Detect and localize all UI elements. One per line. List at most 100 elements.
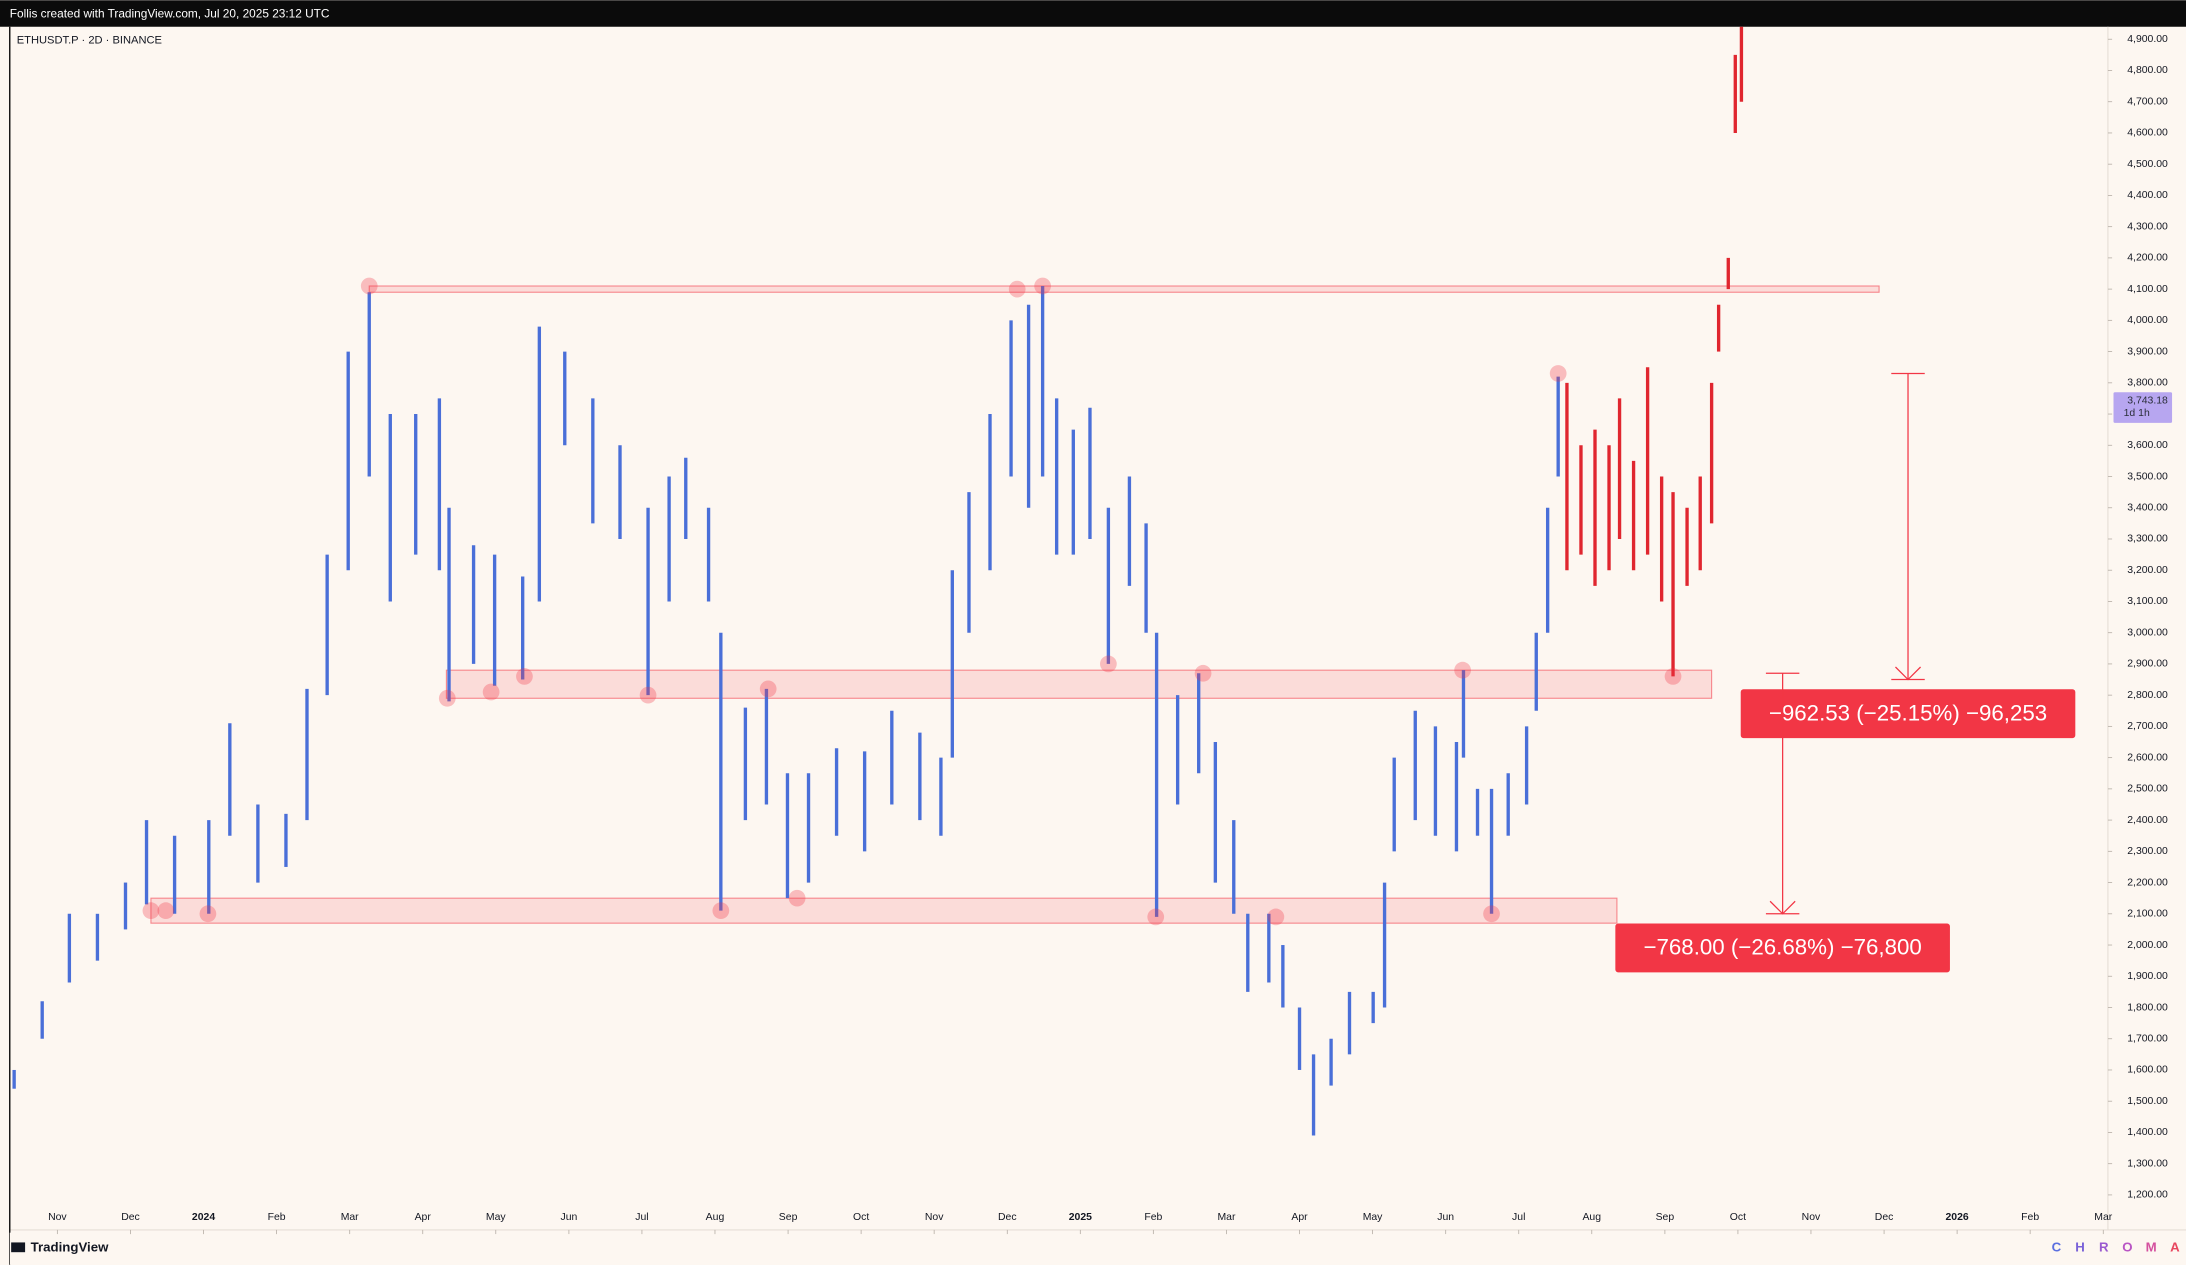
touch-point bbox=[712, 902, 730, 920]
x-tick-label: Nov bbox=[1802, 1212, 1821, 1223]
countdown-label: 1d 1h bbox=[2124, 408, 2150, 419]
y-tick-label: 2,100.00 bbox=[2127, 909, 2168, 920]
y-tick-label: 3,900.00 bbox=[2127, 346, 2168, 357]
touch-point bbox=[199, 905, 217, 923]
last-price-label: 3,743.18 bbox=[2127, 395, 2168, 406]
y-tick-label: 4,500.00 bbox=[2127, 159, 2168, 170]
y-tick-label: 2,800.00 bbox=[2127, 690, 2168, 701]
touch-point bbox=[1454, 661, 1471, 679]
touch-point bbox=[759, 680, 777, 698]
y-tick-label: 4,700.00 bbox=[2127, 96, 2168, 107]
touch-point bbox=[438, 689, 456, 707]
measure-label-box bbox=[1615, 923, 1950, 973]
touch-point bbox=[1267, 908, 1285, 926]
x-tick-label: Jun bbox=[1437, 1212, 1454, 1223]
header-bar bbox=[0, 0, 2186, 27]
y-tick-label: 4,400.00 bbox=[2127, 190, 2168, 201]
x-tick-label: Oct bbox=[1730, 1212, 1746, 1223]
touch-point bbox=[1100, 655, 1117, 673]
y-tick-label: 1,500.00 bbox=[2127, 1096, 2168, 1107]
y-tick-label: 3,800.00 bbox=[2127, 378, 2168, 389]
x-tick-label: Oct bbox=[853, 1212, 869, 1223]
y-tick-label: 2,000.00 bbox=[2127, 940, 2168, 951]
x-tick-label: Jun bbox=[560, 1212, 577, 1223]
x-tick-label: 2025 bbox=[1069, 1212, 1092, 1223]
watermark-letter: A bbox=[2170, 1240, 2180, 1255]
y-tick-label: 2,500.00 bbox=[2127, 784, 2168, 795]
y-tick-label: 3,500.00 bbox=[2127, 471, 2168, 482]
x-tick-label: Mar bbox=[1217, 1212, 1235, 1223]
brand-name: TradingView bbox=[31, 1240, 109, 1255]
y-tick-label: 2,200.00 bbox=[2127, 877, 2168, 888]
y-tick-label: 3,400.00 bbox=[2127, 503, 2168, 514]
support-resistance-zone bbox=[368, 285, 1880, 293]
y-tick-label: 1,400.00 bbox=[2127, 1127, 2168, 1138]
support-resistance-zone bbox=[150, 897, 1618, 924]
x-tick-label: Apr bbox=[415, 1212, 432, 1223]
watermark-letter: R bbox=[2099, 1240, 2109, 1255]
touch-point bbox=[482, 683, 500, 701]
touch-point bbox=[639, 686, 657, 704]
x-tick-label: Aug bbox=[1582, 1212, 1601, 1223]
y-tick-label: 1,300.00 bbox=[2127, 1158, 2168, 1169]
x-tick-label: May bbox=[1363, 1212, 1383, 1223]
y-tick-label: 1,700.00 bbox=[2127, 1033, 2168, 1044]
touch-point bbox=[360, 277, 378, 295]
measure-label-box bbox=[1740, 689, 2076, 739]
y-tick-label: 1,600.00 bbox=[2127, 1065, 2168, 1076]
support-resistance-zone bbox=[445, 669, 1713, 699]
footer-bar bbox=[9, 1232, 2186, 1265]
touch-point bbox=[157, 902, 175, 920]
x-tick-label: 2024 bbox=[192, 1212, 215, 1223]
touch-point bbox=[1034, 277, 1051, 295]
y-tick-label: 3,600.00 bbox=[2127, 440, 2168, 451]
y-tick-label: 4,900.00 bbox=[2127, 34, 2168, 45]
x-tick-label: Mar bbox=[341, 1212, 359, 1223]
brand-logo bbox=[11, 1242, 26, 1253]
touch-point bbox=[1147, 908, 1165, 926]
touch-point bbox=[142, 902, 160, 920]
y-tick-label: 2,300.00 bbox=[2127, 846, 2168, 857]
x-tick-label: Dec bbox=[998, 1212, 1017, 1223]
x-tick-label: Feb bbox=[1144, 1212, 1162, 1223]
y-tick-label: 3,200.00 bbox=[2127, 565, 2168, 576]
x-tick-label: Apr bbox=[1291, 1212, 1308, 1223]
header-caption: Follis created with TradingView.com, Jul… bbox=[10, 6, 330, 20]
watermark-letter: O bbox=[2122, 1240, 2132, 1255]
x-tick-label: May bbox=[486, 1212, 506, 1223]
y-tick-label: 3,300.00 bbox=[2127, 534, 2168, 545]
x-tick-label: Sep bbox=[1656, 1212, 1675, 1223]
watermark-letter: M bbox=[2146, 1240, 2157, 1255]
watermark-letter: H bbox=[2075, 1240, 2085, 1255]
y-tick-label: 3,000.00 bbox=[2127, 627, 2168, 638]
y-tick-label: 2,900.00 bbox=[2127, 659, 2168, 670]
plot-area: −962.53 (−25.15%) −96,253 −768.00 (−26.68… bbox=[12, 26, 2076, 1136]
x-tick-label: Sep bbox=[779, 1212, 798, 1223]
y-tick-label: 1,200.00 bbox=[2127, 1190, 2168, 1201]
y-tick-label: 1,900.00 bbox=[2127, 971, 2168, 982]
y-tick-label: 3,100.00 bbox=[2127, 596, 2168, 607]
touch-point bbox=[1549, 365, 1567, 382]
symbol-label: ETHUSDT.P · 2D · BINANCE bbox=[17, 35, 162, 47]
measure-label: −768.00 (−26.68%) −76,800 bbox=[1643, 935, 1921, 960]
y-tick-label: 2,700.00 bbox=[2127, 721, 2168, 732]
y-tick-label: 4,100.00 bbox=[2127, 284, 2168, 295]
x-tick-label: Feb bbox=[268, 1212, 286, 1223]
touch-point bbox=[1483, 905, 1500, 923]
measure-arrow bbox=[1769, 900, 1796, 915]
y-tick-label: 4,600.00 bbox=[2127, 128, 2168, 139]
x-tick-label: Aug bbox=[706, 1212, 725, 1223]
x-tick-label: Dec bbox=[1875, 1212, 1894, 1223]
y-tick-label: 4,000.00 bbox=[2127, 315, 2168, 326]
x-tick-label: Dec bbox=[121, 1212, 140, 1223]
touch-point bbox=[516, 668, 533, 685]
measure-arrow bbox=[1895, 666, 1922, 681]
y-tick-label: 2,400.00 bbox=[2127, 815, 2168, 826]
y-tick-label: 2,600.00 bbox=[2127, 752, 2168, 763]
watermark-letter: C bbox=[2052, 1240, 2062, 1255]
y-tick-label: 1,800.00 bbox=[2127, 1002, 2168, 1013]
x-tick-label: Feb bbox=[2021, 1212, 2039, 1223]
